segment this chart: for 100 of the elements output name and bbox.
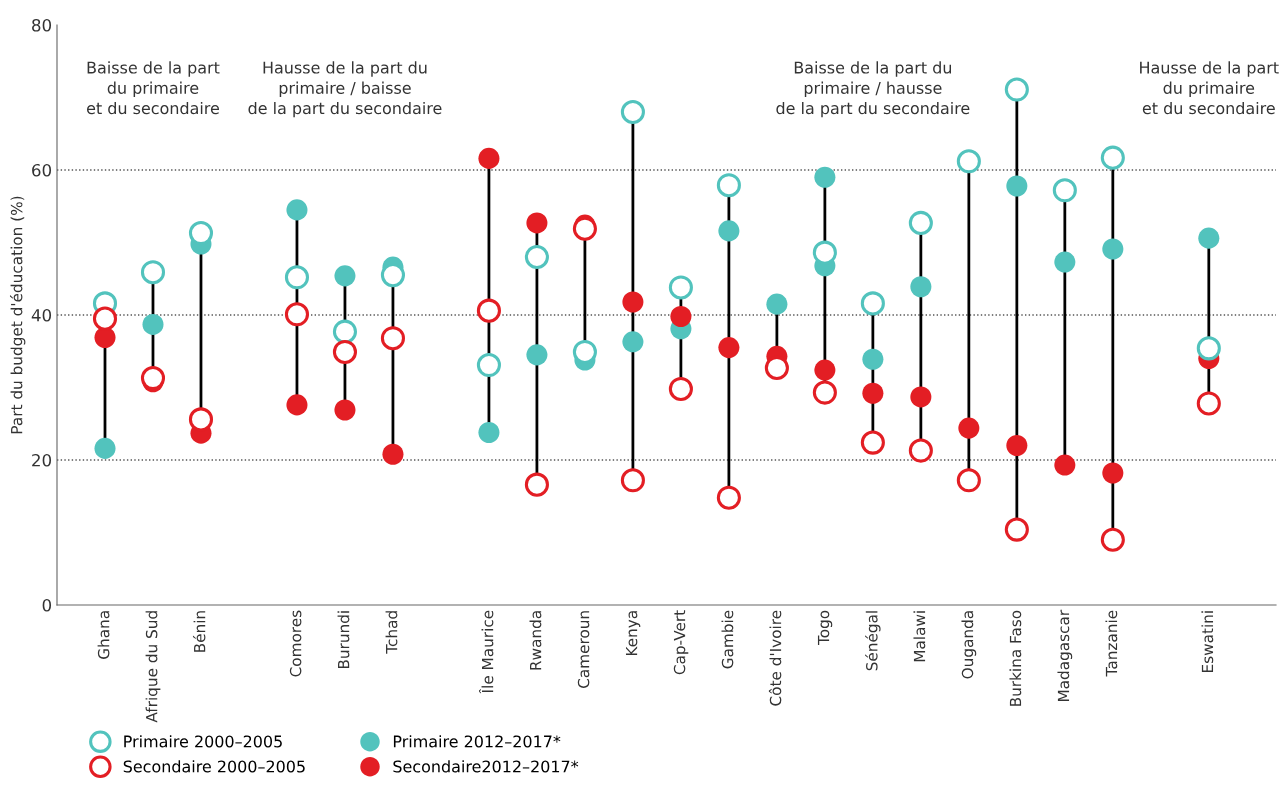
y-tick-label: 80	[32, 18, 52, 32]
point	[956, 468, 981, 493]
point	[1052, 178, 1077, 203]
point	[670, 305, 692, 327]
point	[478, 147, 500, 169]
point	[718, 337, 740, 359]
y-axis-title: Part du budget d'éducation (%)	[9, 196, 26, 434]
x-tick-label: Cap-Vert	[673, 610, 689, 675]
point	[766, 293, 788, 315]
point	[188, 407, 214, 432]
point	[908, 438, 933, 463]
x-tick-label: Cameroun	[577, 611, 590, 688]
point	[668, 376, 693, 402]
point	[1196, 336, 1221, 361]
x-tick-label: Ghana	[97, 611, 110, 659]
x-tick-label: Bénin	[192, 611, 206, 652]
point	[1100, 145, 1125, 170]
point	[382, 443, 404, 465]
point	[140, 260, 166, 285]
point	[716, 173, 741, 198]
annotation: Baisse de la part du primaire / hausse de la part du secondaire	[776, 61, 970, 118]
point	[1102, 238, 1124, 260]
x-tick-label: Madagascar	[1057, 609, 1073, 702]
point	[812, 240, 837, 265]
point	[956, 149, 981, 174]
point	[572, 216, 597, 241]
x-tick-label: Côte d'Ivoire	[768, 610, 782, 706]
point	[812, 380, 837, 405]
point	[958, 417, 980, 439]
x-tick-label: Kenya	[625, 611, 641, 656]
point	[284, 265, 310, 290]
point	[476, 298, 501, 323]
point	[94, 437, 116, 459]
point	[380, 326, 406, 351]
point	[284, 302, 310, 327]
point	[1006, 175, 1028, 197]
point	[92, 306, 118, 331]
point	[286, 199, 308, 221]
y-tick-label: 60	[32, 163, 52, 177]
x-tick-label: Ouganda	[961, 611, 977, 679]
point	[1006, 434, 1028, 457]
legend-label: Primaire 2000–2005	[124, 735, 282, 748]
x-tick-label: Eswatini	[1201, 611, 1214, 672]
point	[620, 99, 645, 125]
legend-label: Secondaire2012–2017*	[393, 760, 579, 773]
x-tick-label: Burkina Faso	[1009, 610, 1022, 706]
point	[1054, 251, 1076, 273]
point	[910, 386, 932, 408]
x-tick-label: Afrique du Sud	[145, 611, 161, 723]
point	[718, 220, 740, 242]
point	[524, 472, 549, 497]
point	[334, 265, 356, 287]
x-tick-label: Tchad	[385, 611, 398, 654]
point	[622, 331, 644, 353]
annotation: Baisse de la part du primaire et du secondaire	[87, 61, 220, 115]
x-tick-label: Malawi	[913, 611, 926, 662]
legend-label: Secondaire 2000–2005	[123, 760, 305, 773]
point	[1198, 227, 1220, 249]
x-tick-label: Tanzanie	[1105, 610, 1118, 677]
x-tick-label: Île Maurice	[479, 610, 494, 694]
point	[332, 339, 358, 365]
point	[860, 291, 885, 316]
x-tick-label: Comores	[289, 610, 302, 677]
point	[862, 348, 884, 370]
point	[526, 212, 548, 234]
point	[478, 421, 500, 443]
x-tick-label: Togo	[817, 610, 833, 646]
point	[524, 244, 549, 270]
y-tick-label: 0	[42, 598, 52, 612]
point	[716, 485, 741, 510]
x-tick-label: Sénégal	[865, 611, 881, 671]
point	[1004, 517, 1029, 542]
x-tick-label: Gambie	[721, 610, 734, 669]
point	[142, 313, 164, 335]
x-tick-label: Burundi	[337, 611, 350, 669]
point	[862, 382, 884, 404]
annotation: Hausse de la part du primaire et du secondaire	[1140, 61, 1279, 115]
point	[286, 394, 308, 416]
point	[910, 276, 932, 298]
point	[1004, 77, 1029, 102]
point	[1100, 527, 1125, 552]
point	[814, 166, 836, 188]
point	[526, 344, 548, 366]
x-tick-label: Rwanda	[529, 611, 542, 670]
point	[476, 352, 501, 378]
point	[620, 468, 645, 493]
point	[332, 319, 358, 344]
legend-label: Primaire 2012–2017*	[393, 735, 561, 748]
point	[908, 210, 933, 235]
y-tick-label: 20	[32, 453, 52, 467]
y-tick-label: 40	[31, 308, 52, 322]
point	[860, 430, 885, 455]
point	[1054, 454, 1076, 476]
point	[622, 291, 644, 313]
point	[668, 275, 693, 300]
point	[334, 399, 356, 421]
point	[1102, 462, 1124, 484]
point	[380, 263, 406, 288]
point	[1196, 391, 1221, 416]
point	[814, 359, 836, 381]
